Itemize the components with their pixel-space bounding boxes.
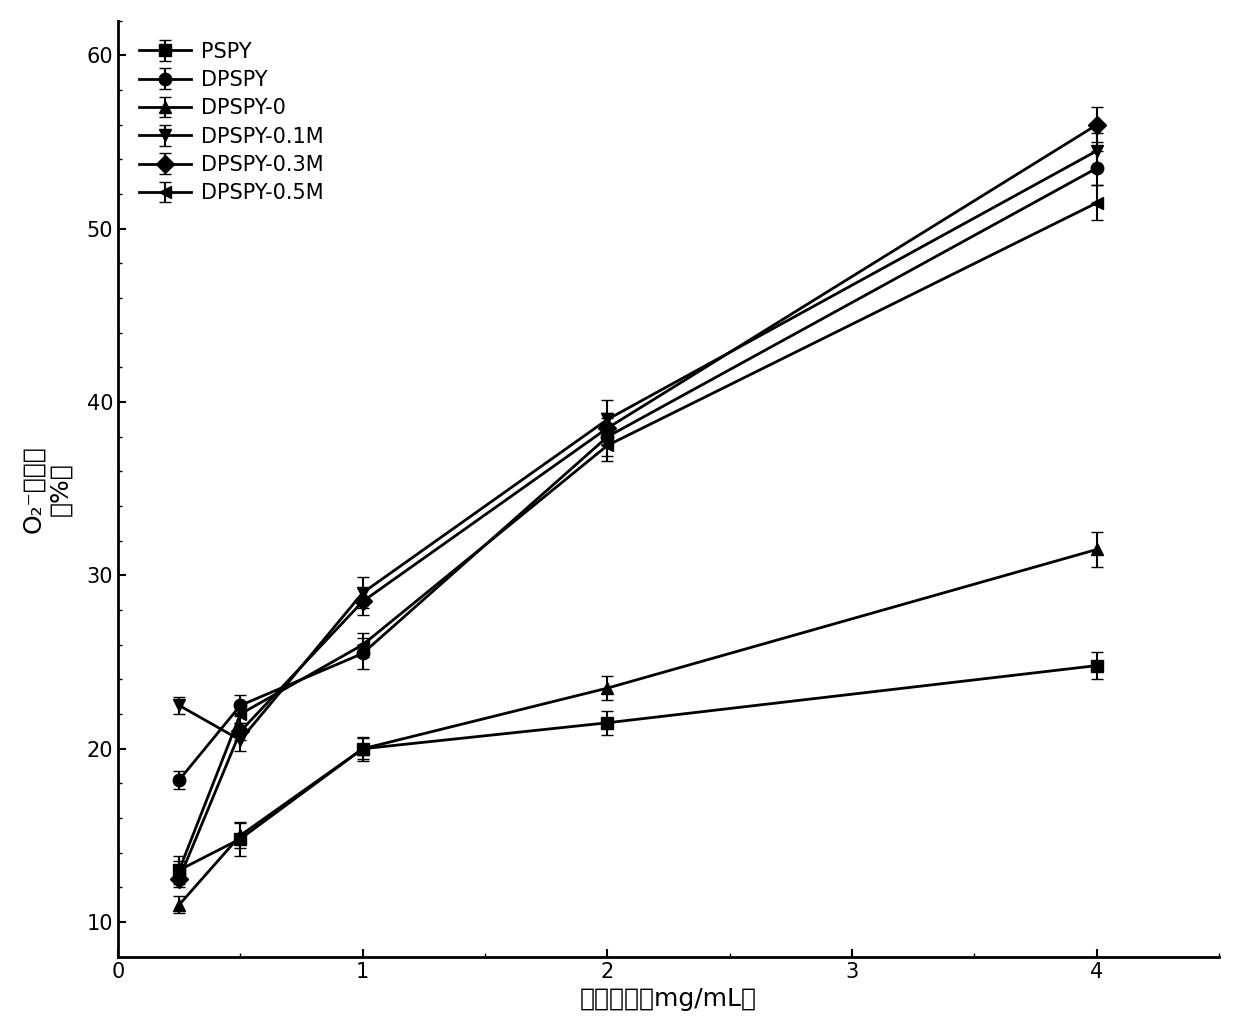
Legend: PSPY, DPSPY, DPSPY-0, DPSPY-0.1M, DPSPY-0.3M, DPSPY-0.5M: PSPY, DPSPY, DPSPY-0, DPSPY-0.1M, DPSPY-… [129,31,335,214]
Y-axis label: O₂⁻清除率
（%）: O₂⁻清除率 （%） [21,445,73,533]
X-axis label: 样品浓度（mg/mL）: 样品浓度（mg/mL） [580,988,758,1011]
